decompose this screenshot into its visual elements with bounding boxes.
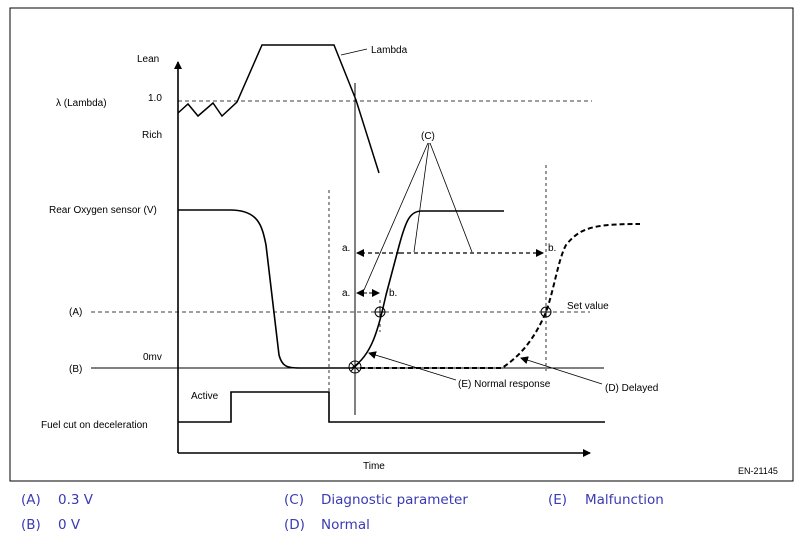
c-leader-1 [363, 142, 429, 291]
point-b-label: (B) [69, 364, 82, 375]
normal-response-leader [368, 351, 457, 381]
legend-text-d: Normal [321, 517, 370, 533]
active-label: Active [191, 391, 219, 402]
normal-response-label: (E) Normal response [458, 379, 551, 390]
rear-o2-label: Rear Oxygen sensor (V) [49, 205, 157, 216]
c-leader-3 [429, 142, 473, 253]
fuel-cut-signal [178, 391, 605, 423]
b-upper-label: b. [548, 243, 556, 254]
legend-item-d: (D) Normal [284, 517, 370, 533]
legend-text-b: 0 V [58, 517, 81, 533]
legend-text-a: 0.3 V [58, 492, 93, 508]
lambda-one-label: 1.0 [148, 93, 162, 104]
time-label: Time [363, 461, 385, 472]
delayed-leader [520, 356, 603, 385]
legend-key-d: (D) [284, 517, 305, 533]
legend-item-e: (E) Malfunction [548, 492, 664, 508]
point-a-label: (A) [69, 307, 82, 318]
rich-label: Rich [142, 130, 162, 141]
legend-text-c: Diagnostic parameter [321, 492, 468, 508]
lambda-leader [340, 48, 368, 56]
figure-code: EN-21145 [738, 466, 778, 476]
lambda-axis-label: λ (Lambda) [56, 98, 107, 109]
set-value-label: Set value [567, 301, 609, 312]
a-upper-label: a. [342, 243, 350, 254]
legend-item-a: (A) 0.3 V [21, 492, 93, 508]
legend-text-e: Malfunction [585, 492, 664, 508]
legend-key-b: (B) [21, 517, 41, 533]
legend-key-e: (E) [548, 492, 568, 508]
delayed-label: (D) Delayed [605, 383, 658, 394]
start-marker [348, 360, 362, 374]
legend-key-a: (A) [21, 492, 41, 508]
lambda-curve-label: Lambda [371, 45, 408, 56]
crossing-marker-normal [374, 306, 386, 318]
zero-mv-label: 0mv [143, 352, 162, 363]
b-lower-label: b. [389, 288, 397, 299]
legend-item-c: (C) Diagnostic parameter [284, 492, 468, 508]
fuel-cut-label: Fuel cut on deceleration [41, 420, 148, 431]
diagram-frame [9, 7, 794, 482]
c-marker-label: (C) [421, 131, 435, 142]
c-leader-2 [413, 142, 430, 253]
legend-item-b: (B) 0 V [21, 517, 80, 533]
a-lower-label: a. [342, 288, 350, 299]
rear-o2-delayed-curve [360, 223, 641, 369]
lambda-curve [177, 44, 380, 174]
lean-label: Lean [137, 54, 159, 65]
crossing-marker-delayed [540, 306, 552, 318]
legend-key-c: (C) [284, 492, 304, 508]
rear-o2-normal-curve [178, 209, 504, 369]
